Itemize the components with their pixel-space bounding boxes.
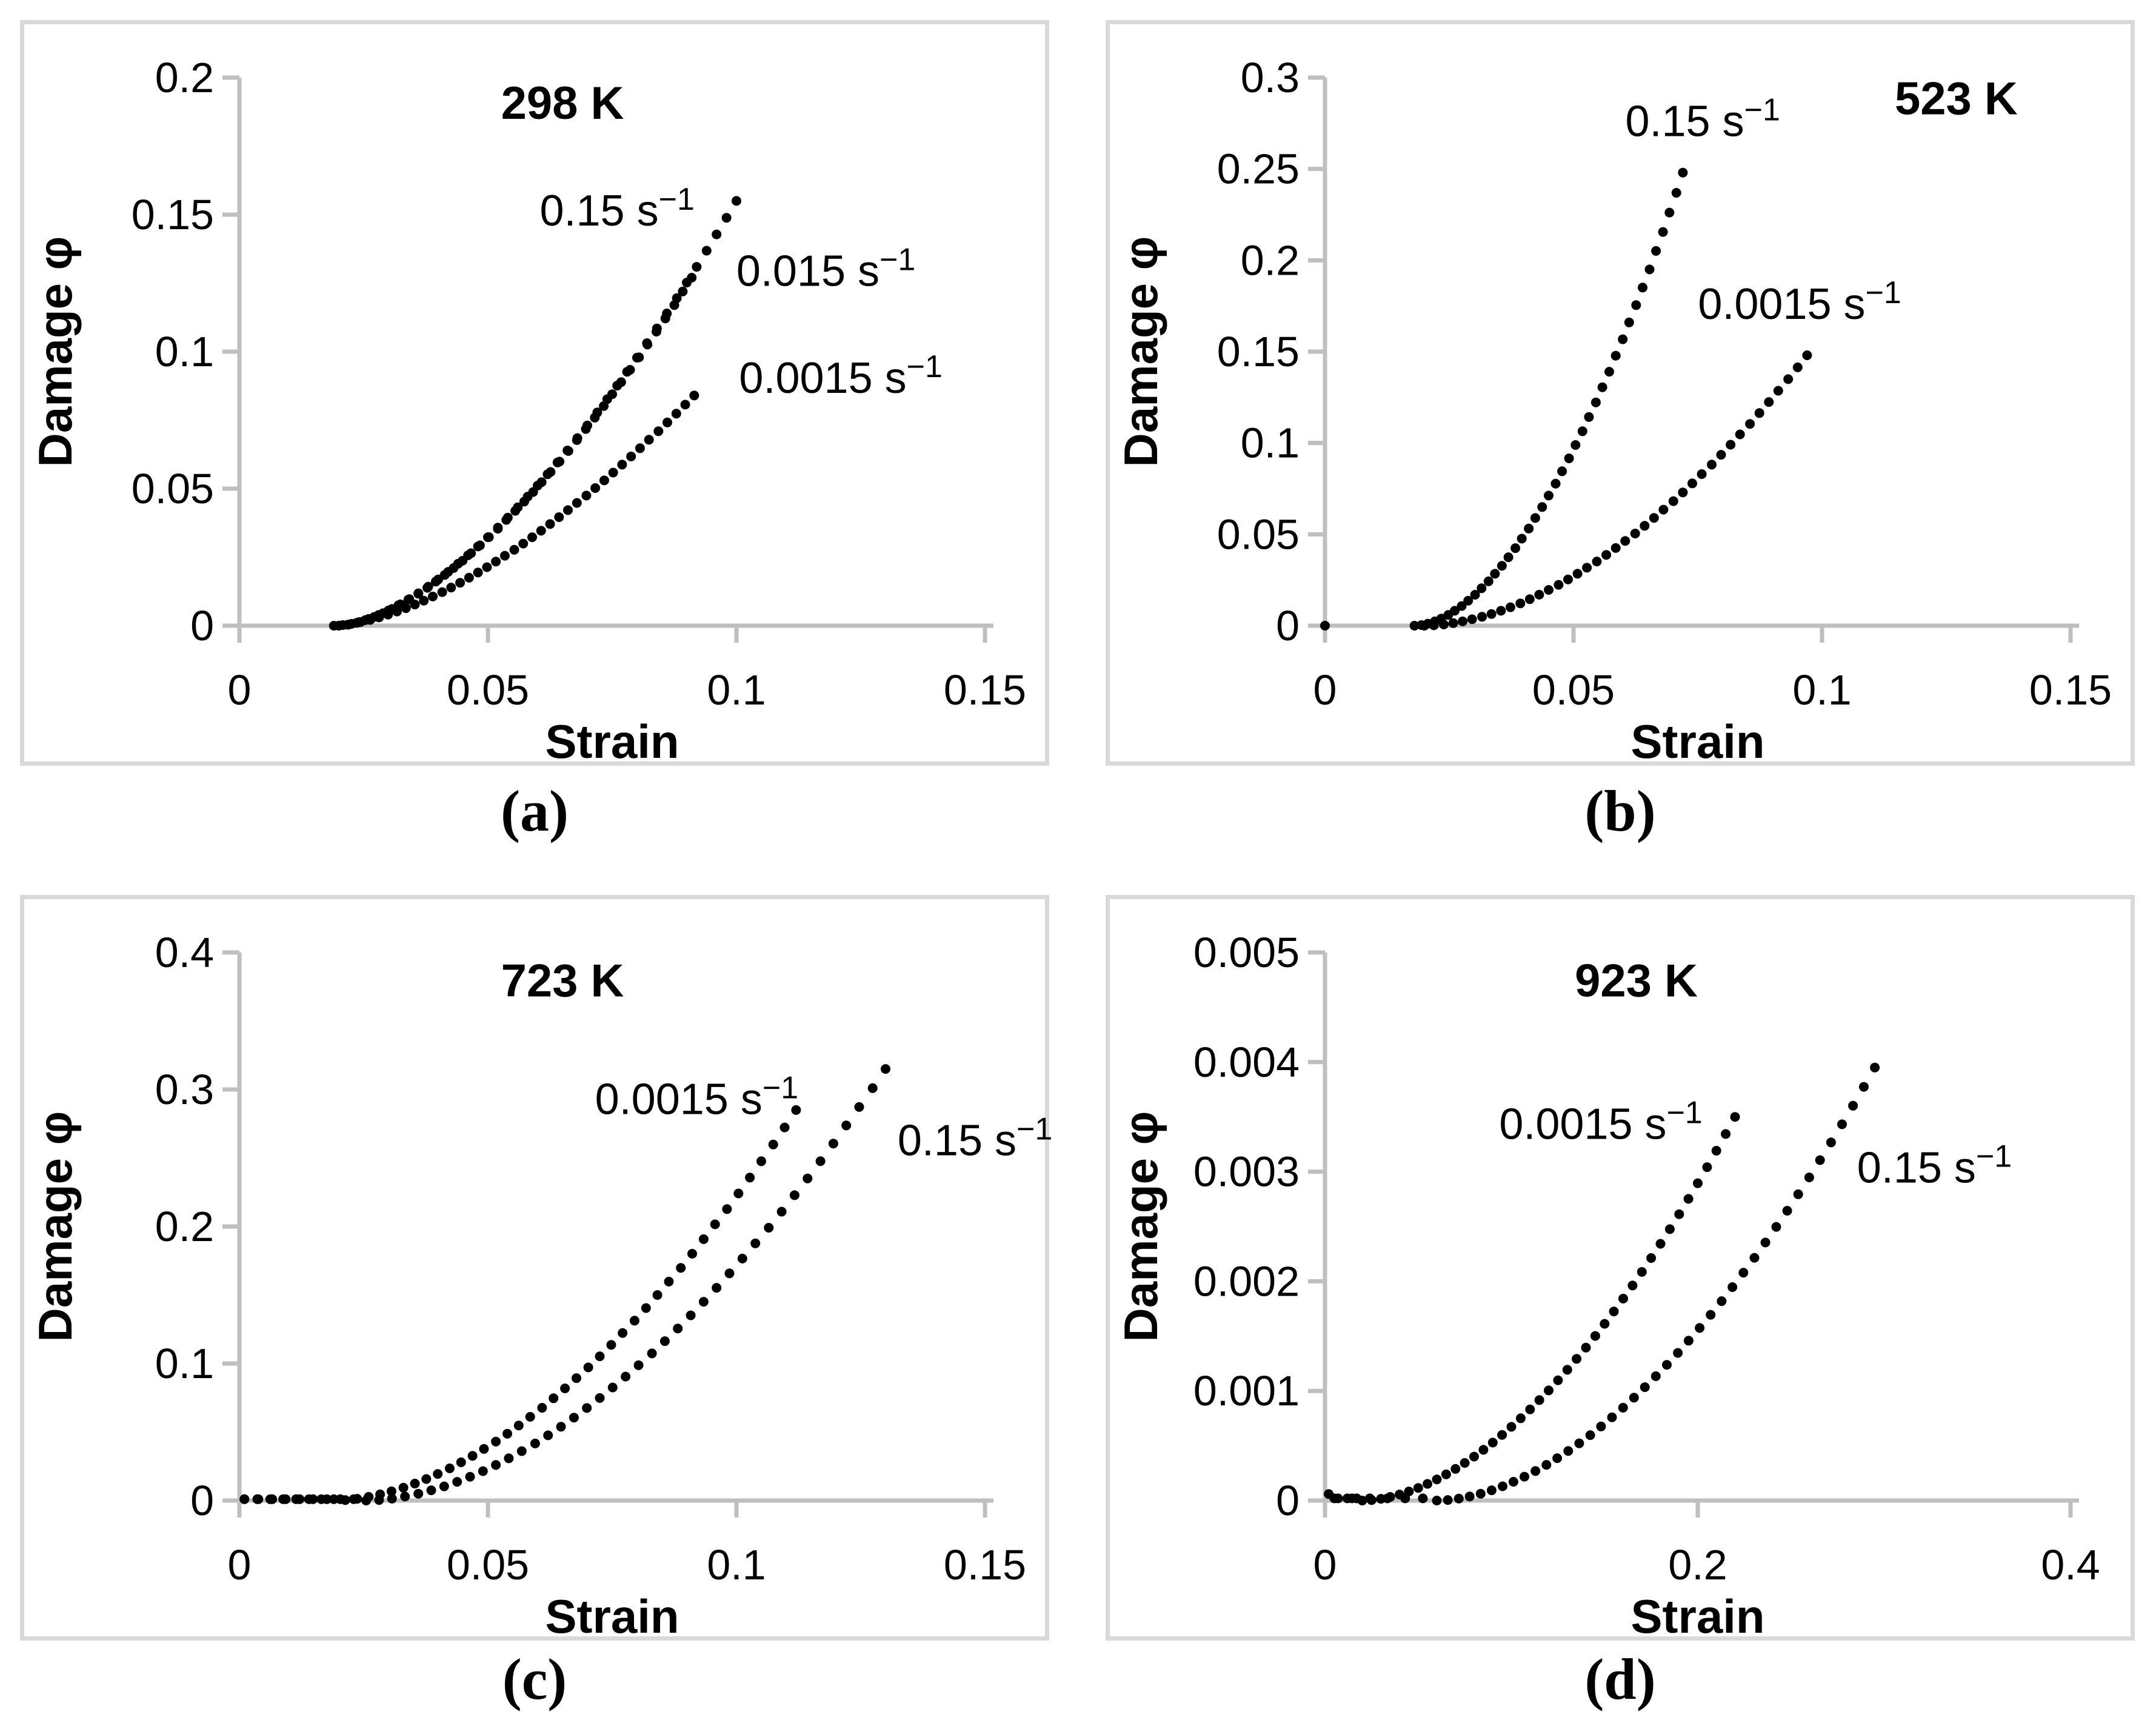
chart-723k: 0 0.1 0.2 0.3 0.4 0 0.05 0.1 0.15 Strain Damage φ 7… <box>28 929 1052 1643</box>
caption-b: (b) <box>1584 778 1656 843</box>
y-tick-label: 0 <box>190 1477 214 1524</box>
x-tick-label: 0.15 <box>2029 666 2112 714</box>
y-tick-label: 0.2 <box>1241 236 1300 284</box>
y-tick-label: 0.1 <box>1241 420 1300 467</box>
y-tick-label: 0.25 <box>1217 146 1300 193</box>
series-dots <box>329 390 699 631</box>
x-axis-title: Strain <box>1630 715 1764 768</box>
chart-298k: 0 0.05 0.1 0.15 0.2 0 0.05 0.1 0.15 Strain Damage … <box>28 54 1026 768</box>
series-label: 0.0015 s−1 <box>1698 275 1901 329</box>
x-tick-label: 0.15 <box>944 1541 1026 1588</box>
series-label: 0.015 s−1 <box>736 243 915 296</box>
series-label: 0.0015 s−1 <box>739 349 943 403</box>
x-tick-label: 0 <box>1313 666 1337 714</box>
series-label: 0.0015 s−1 <box>1499 1095 1703 1148</box>
x-tick-label: 0.1 <box>707 666 766 714</box>
caption-c: (c) <box>502 1647 567 1712</box>
series-dots <box>1324 1112 1740 1505</box>
y-tick-label: 0.004 <box>1193 1039 1300 1086</box>
series-dots <box>239 1064 890 1505</box>
y-tick-label: 0.2 <box>155 54 214 101</box>
x-tick-label: 0.2 <box>1668 1541 1727 1588</box>
y-tick-label: 0 <box>190 602 214 649</box>
panel-title: 298 K <box>501 78 624 129</box>
chart-923k: 0 0.001 0.002 0.003 0.004 0.005 0 0.2 0.4 Strain D… <box>1114 929 2100 1643</box>
chart-523k: 0 0.05 0.1 0.15 0.2 0.25 0.3 0 0.05 0.1 0.15 Strain… <box>1114 54 2112 768</box>
caption-d: (d) <box>1584 1647 1656 1712</box>
y-tick-label: 0.15 <box>132 191 214 238</box>
panel-298k: 0 0.05 0.1 0.15 0.2 0 0.05 0.1 0.15 Strain Damage … <box>20 20 1049 768</box>
panel-723k: 0 0.1 0.2 0.3 0.4 0 0.05 0.1 0.15 Strain Damage φ 7… <box>20 895 1052 1643</box>
panel-title: 523 K <box>1895 73 2018 124</box>
x-axis-title: Strain <box>545 1590 679 1643</box>
x-tick-label: 0.4 <box>2041 1541 2100 1588</box>
y-tick-label: 0.2 <box>155 1203 214 1250</box>
y-tick-label: 0 <box>1276 1477 1300 1524</box>
y-tick-label: 0.005 <box>1193 929 1300 976</box>
x-tick-label: 0.15 <box>944 666 1026 714</box>
x-tick-label: 0 <box>228 666 252 714</box>
panel-923k: 0 0.001 0.002 0.003 0.004 0.005 0 0.2 0.4 Strain D… <box>1106 895 2135 1643</box>
series-dots <box>1420 350 1812 631</box>
series-label: 0.15 s−1 <box>539 182 694 235</box>
y-axis-title: Damage φ <box>1114 236 1167 467</box>
x-tick-label: 0.05 <box>447 1541 529 1588</box>
series-dots <box>1320 167 1688 631</box>
x-axis-title: Strain <box>545 715 679 768</box>
panel-title: 923 K <box>1575 955 1698 1006</box>
x-tick-label: 0.1 <box>707 1541 766 1588</box>
x-tick-label: 0.05 <box>1532 666 1615 714</box>
y-tick-label: 0.05 <box>132 465 214 512</box>
y-tick-label: 0.1 <box>155 1340 214 1387</box>
y-tick-label: 0.003 <box>1193 1148 1300 1196</box>
x-tick-label: 0.1 <box>1792 666 1851 714</box>
series-label: 0.15 s−1 <box>1857 1139 2012 1193</box>
y-tick-label: 0.4 <box>155 929 214 976</box>
series-label: 0.15 s−1 <box>1625 92 1780 146</box>
panel-523k: 0 0.05 0.1 0.15 0.2 0.25 0.3 0 0.05 0.1 0.15 Strain… <box>1106 20 2135 768</box>
caption-a: (a) <box>501 778 569 843</box>
y-axis-title: Damage φ <box>28 1111 82 1342</box>
y-tick-label: 0.1 <box>155 328 214 375</box>
series-label: 0.0015 s−1 <box>595 1071 799 1124</box>
y-tick-label: 0.05 <box>1217 510 1300 558</box>
series-dots <box>1329 1062 1880 1505</box>
y-tick-label: 0.3 <box>1241 54 1300 101</box>
y-tick-label: 0 <box>1276 602 1300 649</box>
y-tick-label: 0.3 <box>155 1066 214 1113</box>
y-tick-label: 0.001 <box>1193 1367 1300 1414</box>
y-tick-label: 0.15 <box>1217 328 1300 375</box>
x-tick-label: 0 <box>1313 1541 1337 1588</box>
x-tick-label: 0.05 <box>447 666 529 714</box>
y-axis-title: Damage φ <box>1114 1111 1167 1342</box>
panel-title: 723 K <box>501 955 624 1006</box>
y-axis-title: Damage φ <box>28 236 82 467</box>
y-tick-label: 0.002 <box>1193 1257 1300 1305</box>
x-tick-label: 0 <box>228 1541 252 1588</box>
x-axis-title: Strain <box>1630 1590 1764 1643</box>
series-label: 0.15 s−1 <box>898 1111 1052 1165</box>
series-dots <box>239 1105 801 1505</box>
